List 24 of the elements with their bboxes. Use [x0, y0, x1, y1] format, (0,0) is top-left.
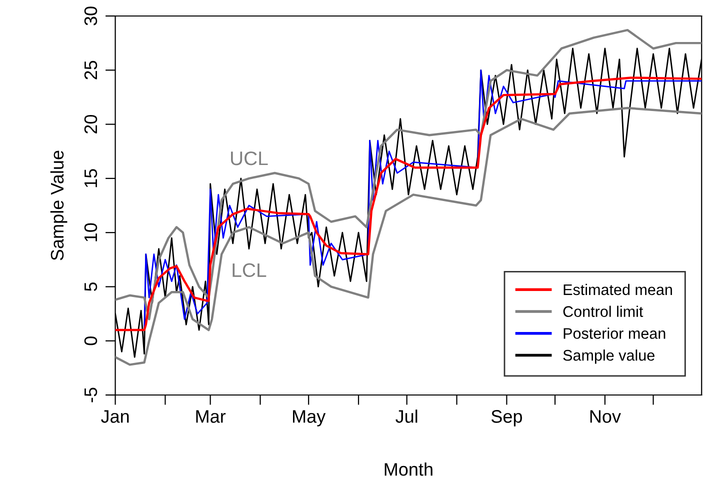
legend-label: Sample value [563, 350, 654, 364]
x-tick-label: Jul [396, 410, 418, 423]
x-axis-title: Month [384, 462, 432, 476]
annotation: UCL [231, 151, 268, 166]
line-series [115, 28, 702, 320]
y-tick-label: -5 [84, 388, 98, 402]
x-tick-label: Nov [590, 410, 621, 423]
legend-label: Control limit [563, 306, 644, 317]
x-tick-label: May [293, 410, 326, 426]
annotation: LCL [232, 263, 266, 278]
y-axis-title: Sample Value [50, 150, 68, 260]
y-tick-label: 5 [84, 282, 98, 292]
y-tick-label: 30 [84, 6, 98, 26]
x-tick-label: Mar [196, 410, 226, 423]
y-tick-label: 20 [84, 114, 98, 134]
y-tick-label: 25 [84, 60, 98, 80]
x-tick-label: Sep [491, 410, 522, 426]
legend-label: Posterior mean [564, 328, 666, 339]
line-series [115, 106, 702, 366]
x-tick-label: Jan [101, 410, 129, 423]
legend-label: Estimated mean [564, 284, 672, 296]
y-tick-label: 15 [84, 169, 98, 188]
y-tick-label: 10 [84, 223, 98, 242]
y-tick-label: 0 [84, 336, 98, 346]
